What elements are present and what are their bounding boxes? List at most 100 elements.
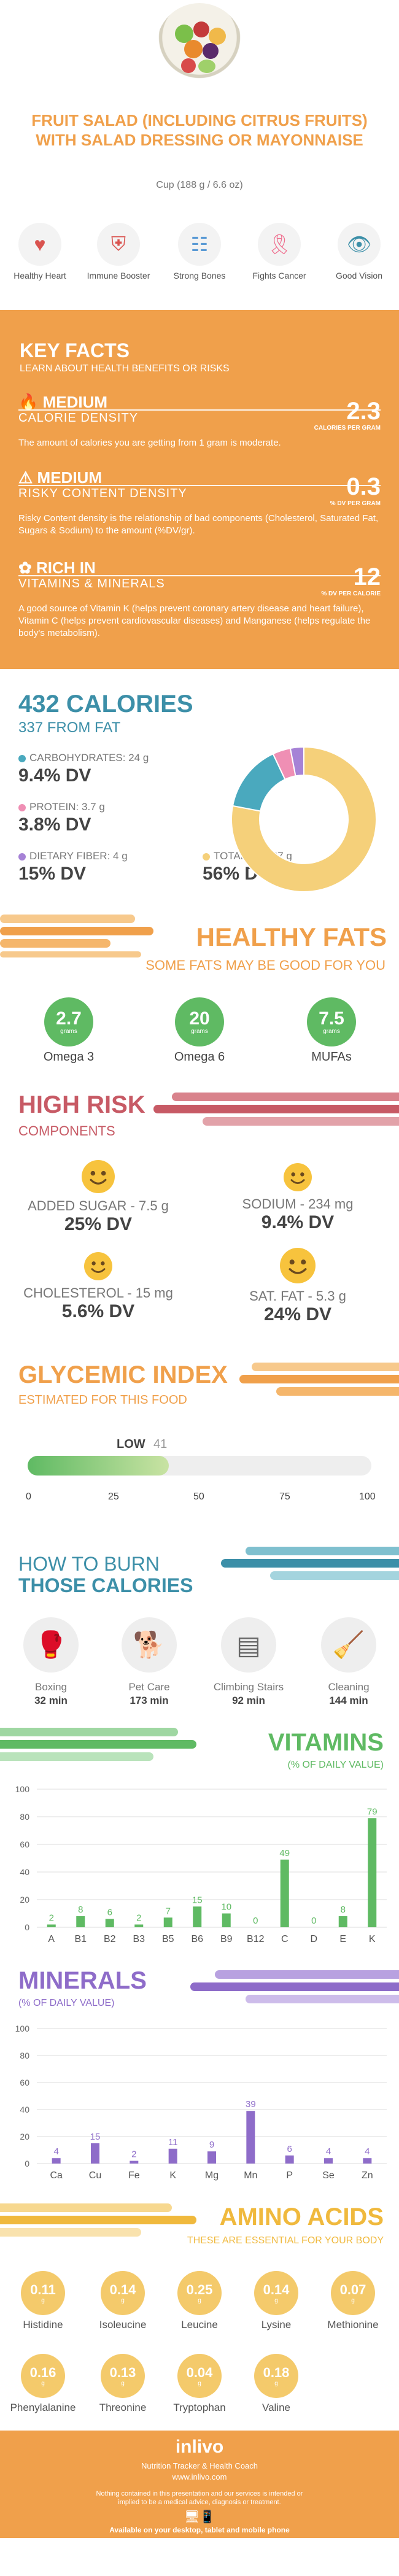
fact-category: CALORIE DENSITY — [18, 411, 139, 425]
glycemic-value: 41 — [153, 1437, 168, 1451]
brand-logo[interactable]: inlivo — [175, 2437, 224, 2457]
page-title: FRUIT SALAD (INCLUDING CITRUS FRUITS) WI… — [31, 111, 368, 149]
risk-sodium: SODIUM - 234 mg 9.4% DV — [206, 1163, 390, 1233]
x-tick-label: Mn — [244, 2170, 257, 2181]
decorative-stripes — [0, 915, 153, 957]
glycemic-tick: 50 — [193, 1491, 204, 1502]
bar-value-label: 8 — [341, 1905, 346, 1915]
glycemic-title: GLYCEMIC INDEX — [18, 1361, 228, 1388]
warning-icon: ⚠ — [18, 468, 33, 487]
x-tick-label: C — [281, 1934, 289, 1944]
x-tick-label: D — [310, 1934, 317, 1944]
x-tick-label: Ca — [50, 2170, 63, 2181]
fact-description: A good source of Vitamin K (helps preven… — [18, 603, 371, 638]
legend-dot — [18, 754, 26, 762]
amino-tryptophan: 0.04 g Tryptophan — [163, 2354, 236, 2414]
key-facts-subtitle: LEARN ABOUT HEALTH BENEFITS OR RISKS — [20, 363, 230, 374]
key-facts-section: KEY FACTS LEARN ABOUT HEALTH BENEFITS OR… — [0, 310, 399, 669]
glycemic-tick: 100 — [359, 1491, 376, 1502]
risk-cholesterol: CHOLESTEROL - 15 mg 5.6% DV — [6, 1252, 190, 1322]
activity-pet-care: 🐕 Pet Care 173 min — [103, 1617, 195, 1707]
fact-unit: % DV PER GRAM — [330, 500, 381, 507]
activity-climbing-stairs: ▤ Climbing Stairs 92 min — [203, 1617, 295, 1707]
x-tick-label: Fe — [128, 2170, 140, 2181]
vitamins-bar-chart: 0204060801002A8B16B22B37B515B610B90B1249… — [15, 1784, 387, 1944]
fact-description: The amount of calories you are getting f… — [18, 438, 281, 448]
fact-value: 2.3 — [346, 398, 381, 425]
x-tick-label: B6 — [191, 1934, 203, 1944]
fact-category: VITAMINS & MINERALS — [18, 577, 165, 590]
nutrient-carbohydrates: CARBOHYDRATES: 24 g 9.4% DV — [18, 752, 149, 786]
vitamins-title: VITAMINS — [268, 1729, 384, 1756]
burn-title-line2: THOSE CALORIES — [18, 1574, 193, 1596]
fact-vitamins-minerals: ✿ RICH IN VITAMINS & MINERALS 12 % DV PE… — [18, 559, 381, 638]
fruit-salad-image — [157, 3, 242, 89]
x-tick-label: Se — [322, 2170, 335, 2181]
decorative-stripes — [239, 1363, 399, 1396]
availability-text: Available on your desktop, tablet and mo… — [109, 2526, 290, 2534]
benefit-good-vision: 👁 Good Vision — [325, 223, 393, 280]
vitamins-subtitle: (% OF DAILY VALUE) — [287, 1760, 384, 1770]
bar-value-label: 6 — [287, 2144, 292, 2154]
bar-b5 — [163, 1917, 172, 1927]
glycemic-tick: 75 — [279, 1491, 290, 1502]
bar-value-label: 2 — [136, 1913, 141, 1924]
bar-k — [368, 1818, 377, 1927]
smiley-icon — [82, 1160, 115, 1193]
fat-omega6: 20 grams Omega 6 — [157, 997, 242, 1064]
glycemic-subtitle: ESTIMATED FOR THIS FOOD — [18, 1393, 187, 1407]
decorative-stripes — [190, 1970, 399, 2003]
fact-value: 0.3 — [346, 473, 381, 500]
mop-icon: 🧹 — [321, 1617, 376, 1673]
amino-threonine: 0.13 g Threonine — [86, 2354, 160, 2414]
bar-a — [47, 1924, 56, 1927]
smiley-icon — [84, 1252, 112, 1280]
divider — [18, 575, 381, 576]
devices-icon: 🖥📱 — [184, 2510, 215, 2524]
x-tick-label: B3 — [133, 1934, 145, 1944]
bar-value-label: 2 — [131, 2149, 136, 2160]
bar-value-label: 15 — [90, 2132, 101, 2142]
bar-value-label: 49 — [279, 1848, 290, 1859]
vitamins-section: VITAMINS (% OF DAILY VALUE) 0 20 40 60 80 100… — [0, 1715, 399, 1958]
x-tick-label: K — [169, 2170, 176, 2181]
bar-k — [168, 2148, 177, 2164]
y-tick-label: 100 — [15, 1784, 30, 1794]
amino-acids-title: AMINO ACIDS — [219, 2203, 384, 2230]
x-tick-label: Zn — [362, 2170, 373, 2181]
benefit-immune-booster: ⛨ Immune Booster — [85, 223, 152, 280]
serving-size: Cup (188 g / 6.6 oz) — [156, 180, 243, 190]
amino-acids-subtitle: THESE ARE ESSENTIAL FOR YOUR BODY — [187, 2235, 384, 2246]
legend-dot — [18, 803, 26, 811]
calories-title: 432 CALORIES — [18, 690, 193, 717]
minerals-section: MINERALS (% OF DAILY VALUE) 0 20 40 60 80 100… — [0, 1958, 399, 2191]
benefits-section: ♥ Healthy Heart ⛨ Immune Booster ☷ Stron… — [0, 199, 399, 310]
y-tick-label: 60 — [20, 2078, 29, 2087]
eye-icon: 👁 — [338, 223, 381, 266]
bar-b9 — [222, 1913, 231, 1927]
fact-unit: % DV PER CALORIE — [321, 590, 381, 597]
y-tick-label: 0 — [25, 2159, 29, 2168]
glycemic-level: LOW — [117, 1437, 145, 1451]
bar-se — [324, 2158, 333, 2164]
fact-description: Risky Content density is the relationshi… — [18, 513, 379, 536]
nutrient-fiber: DIETARY FIBER: 4 g 15% DV — [18, 850, 128, 884]
amino-leucine: 0.25 g Leucine — [163, 2271, 236, 2331]
minerals-bar-chart: 0 20 40 60 80 100 4 Ca 15 Cu 2 Fe 11 K 9 Mg 39 Mn 6 P 4 Se 4 Zn — [15, 2024, 387, 2181]
healthy-fats-subtitle: SOME FATS MAY BE GOOD FOR YOU — [145, 957, 385, 973]
dog-walking-icon: 🐕 — [122, 1617, 177, 1673]
healthy-fats-section: HEALTHY FATS SOME FATS MAY BE GOOD FOR Y… — [0, 899, 399, 1074]
fact-value: 12 — [353, 563, 381, 590]
glycemic-tick: 25 — [108, 1491, 119, 1502]
website-link[interactable]: www.inlivo.com — [172, 2472, 227, 2481]
bar-value-label: 4 — [365, 2146, 370, 2157]
stairs-icon: ▤ — [221, 1617, 276, 1673]
fat-mufas: 7.5 grams MUFAs — [289, 997, 374, 1064]
calories-section: 432 CALORIES 337 FROM FAT CARBOHYDRATES:… — [0, 669, 399, 899]
bar-value-label: 4 — [53, 2146, 58, 2157]
high-risk-section: HIGH RISK COMPONENTS ADDED SUGAR - 7.5 g… — [0, 1074, 399, 1344]
minerals-subtitle: (% OF DAILY VALUE) — [18, 1998, 115, 2008]
x-tick-label: B12 — [247, 1934, 265, 1944]
decorative-stripes — [153, 1093, 399, 1126]
brand-tagline: Nutrition Tracker & Health Coach — [141, 2461, 258, 2470]
